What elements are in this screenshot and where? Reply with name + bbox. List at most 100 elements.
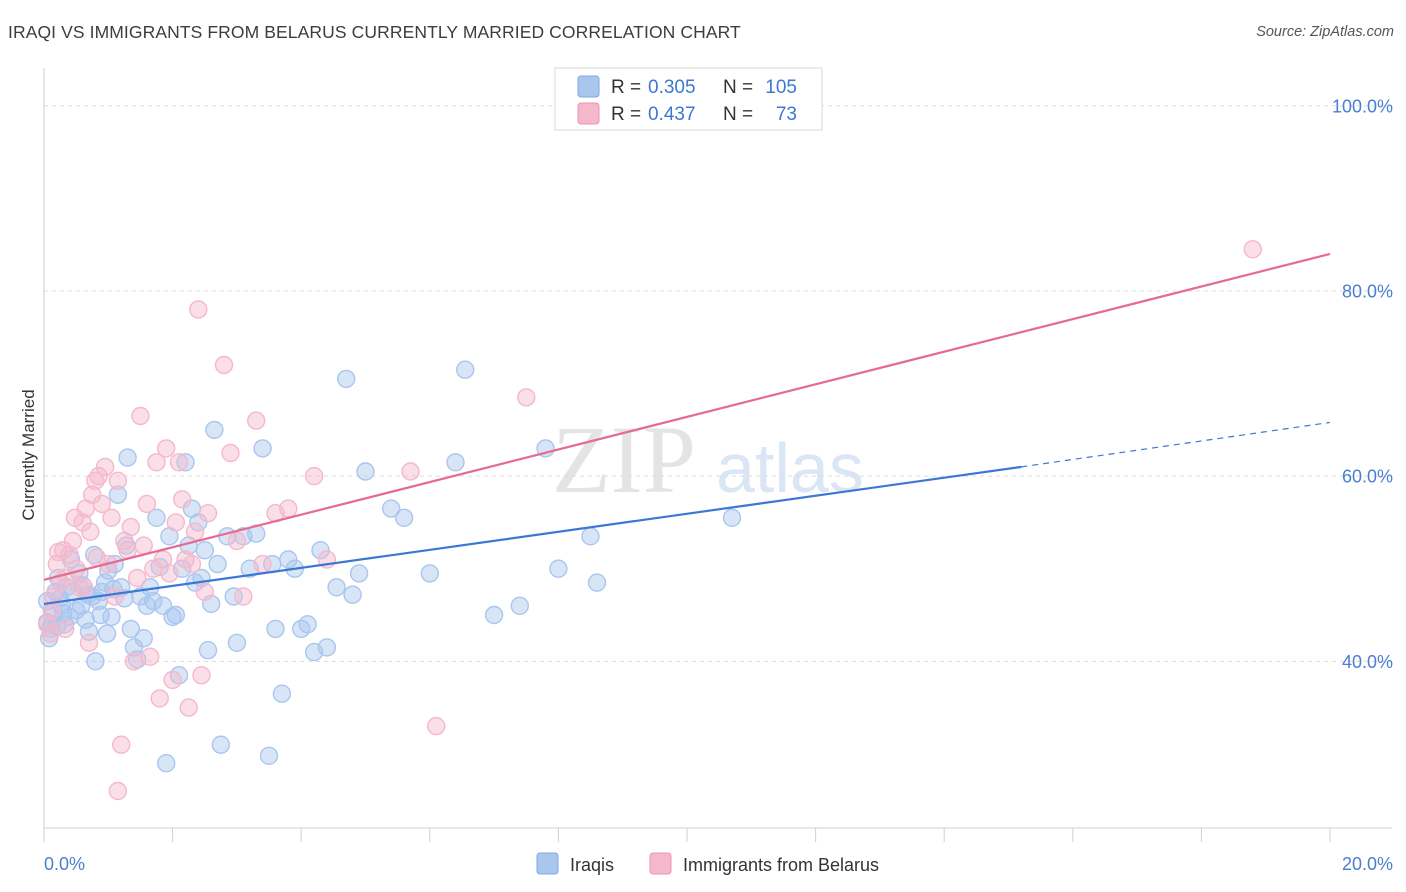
point-belarus bbox=[172, 490, 192, 509]
y-tick-label: 60.0% bbox=[1342, 467, 1393, 487]
point-iraqis bbox=[91, 605, 110, 625]
point-belarus bbox=[234, 587, 253, 606]
point-iraqis bbox=[259, 746, 279, 765]
point-belarus bbox=[63, 531, 83, 551]
point-iraqis bbox=[253, 439, 272, 458]
y-tick-label: 80.0% bbox=[1342, 281, 1393, 301]
point-iraqis bbox=[84, 545, 104, 565]
bottom-legend-swatch-iraqis bbox=[536, 852, 559, 875]
legend-r-value-2: 0.437 bbox=[648, 104, 696, 125]
point-iraqis bbox=[337, 369, 356, 389]
point-iraqis bbox=[420, 564, 439, 583]
point-iraqis bbox=[581, 527, 600, 546]
point-iraqis bbox=[587, 573, 607, 592]
point-iraqis bbox=[205, 420, 224, 440]
point-belarus bbox=[227, 531, 247, 551]
point-belarus bbox=[65, 508, 85, 527]
legend-n-value-2: 73 bbox=[776, 104, 797, 125]
legend-r-value-1: 0.305 bbox=[648, 77, 696, 98]
chart-title: IRAQI VS IMMIGRANTS FROM BELARUS CURRENT… bbox=[8, 22, 741, 42]
point-iraqis bbox=[42, 615, 61, 634]
legend-r-label-2: R = bbox=[611, 104, 641, 125]
point-belarus bbox=[150, 689, 169, 708]
point-belarus bbox=[401, 462, 420, 481]
x-tick-label: 0.0% bbox=[44, 854, 85, 874]
x-tick-labels: 0.0% 20.0% bbox=[44, 854, 1393, 874]
point-iraqis bbox=[446, 453, 465, 472]
point-belarus bbox=[160, 564, 179, 583]
point-belarus bbox=[81, 522, 100, 541]
point-belarus bbox=[166, 513, 186, 532]
bottom-legend: Iraqis Immigrants from Belarus bbox=[536, 852, 879, 875]
point-iraqis bbox=[484, 605, 504, 625]
point-iraqis bbox=[176, 453, 195, 472]
point-iraqis bbox=[108, 485, 128, 504]
trend-line-belarus bbox=[43, 252, 1331, 581]
point-belarus bbox=[1243, 240, 1263, 259]
point-iraqis bbox=[327, 578, 346, 597]
y-tick-labels: 40.0% 60.0% 80.0% 100.0% bbox=[1332, 96, 1393, 672]
point-iraqis bbox=[195, 541, 215, 560]
point-belarus bbox=[192, 666, 211, 685]
point-belarus bbox=[185, 522, 205, 541]
trend-line-iraqis-extension bbox=[1021, 421, 1331, 468]
point-belarus bbox=[427, 716, 446, 736]
point-belarus bbox=[198, 504, 218, 523]
point-belarus bbox=[140, 647, 160, 666]
y-axis-label: Currently Married bbox=[19, 389, 38, 520]
point-belarus bbox=[124, 652, 144, 671]
point-belarus bbox=[87, 548, 106, 567]
point-belarus bbox=[247, 411, 266, 430]
point-iraqis bbox=[317, 638, 337, 657]
point-iraqis bbox=[211, 735, 231, 754]
point-belarus bbox=[108, 471, 128, 490]
point-iraqis bbox=[198, 641, 218, 660]
y-tick-label: 100.0% bbox=[1332, 96, 1393, 116]
legend: R = 0.305 N = 105 R = 0.437 N = 73 bbox=[554, 67, 823, 131]
data-points bbox=[38, 240, 1263, 801]
point-belarus bbox=[70, 578, 89, 597]
point-iraqis bbox=[722, 508, 742, 527]
point-belarus bbox=[111, 735, 131, 754]
point-belarus bbox=[48, 542, 68, 562]
watermark-atlas: atlas bbox=[716, 429, 864, 507]
point-belarus bbox=[89, 466, 108, 486]
point-belarus bbox=[169, 453, 189, 472]
point-iraqis bbox=[144, 591, 163, 611]
point-belarus bbox=[253, 554, 272, 574]
x-tick-label: 20.0% bbox=[1342, 854, 1393, 874]
bottom-legend-swatch-belarus bbox=[649, 852, 672, 875]
legend-swatch-iraqis bbox=[577, 75, 600, 98]
bottom-legend-label-belarus: Immigrants from Belarus bbox=[683, 855, 879, 875]
point-iraqis bbox=[349, 564, 369, 583]
legend-n-value-1: 105 bbox=[765, 77, 797, 98]
point-belarus bbox=[127, 568, 147, 588]
point-belarus bbox=[163, 670, 182, 690]
point-iraqis bbox=[166, 605, 186, 625]
point-belarus bbox=[95, 457, 115, 477]
legend-swatch-belarus bbox=[577, 102, 600, 125]
point-iraqis bbox=[279, 550, 298, 569]
point-iraqis bbox=[272, 684, 292, 703]
point-iraqis bbox=[311, 541, 330, 560]
point-iraqis bbox=[156, 754, 176, 773]
point-iraqis bbox=[394, 508, 414, 527]
point-iraqis bbox=[147, 508, 166, 527]
point-belarus bbox=[74, 578, 94, 597]
point-iraqis bbox=[118, 448, 137, 467]
point-belarus bbox=[121, 517, 141, 537]
point-iraqis bbox=[382, 499, 401, 518]
bottom-legend-label-iraqis: Iraqis bbox=[570, 855, 614, 875]
point-belarus bbox=[66, 559, 86, 578]
trend-lines bbox=[43, 252, 1331, 606]
grid-lines bbox=[44, 105, 1392, 662]
legend-n-label-1: N = bbox=[723, 77, 753, 98]
legend-n-label-2: N = bbox=[723, 104, 753, 125]
point-belarus bbox=[134, 536, 153, 555]
point-belarus bbox=[82, 485, 102, 504]
point-belarus bbox=[79, 633, 99, 652]
watermark-zip: ZIP bbox=[552, 406, 696, 513]
point-belarus bbox=[221, 443, 240, 463]
source-label: Source: ZipAtlas.com bbox=[1256, 24, 1394, 40]
